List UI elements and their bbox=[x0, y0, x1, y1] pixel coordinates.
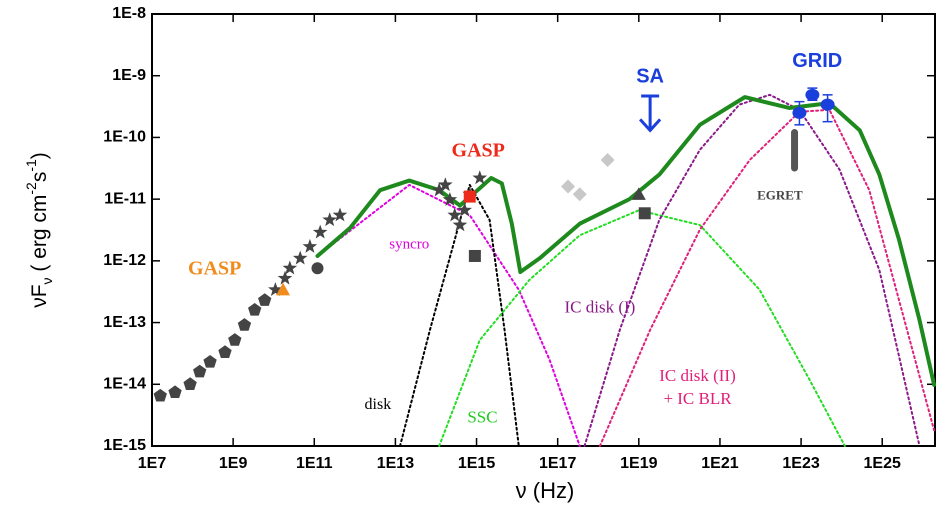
component-curve bbox=[598, 108, 936, 447]
y-tick-label: 1E-10 bbox=[103, 129, 146, 146]
y-tick-label: 1E-11 bbox=[104, 190, 146, 207]
y-label-part: -2 bbox=[23, 182, 39, 195]
data-point bbox=[332, 207, 348, 222]
data-point bbox=[218, 345, 232, 358]
y-label-part: s bbox=[28, 172, 51, 183]
data-point bbox=[442, 191, 458, 206]
x-tick-label: 1E17 bbox=[539, 455, 576, 472]
annotation: SSC bbox=[467, 407, 497, 426]
arrow-head bbox=[639, 118, 662, 133]
y-tick-label: 1E-8 bbox=[112, 5, 146, 22]
annotation: GASP bbox=[452, 140, 505, 162]
data-point bbox=[311, 262, 324, 275]
data-point bbox=[820, 98, 835, 111]
data-point bbox=[638, 207, 651, 220]
data-point bbox=[248, 302, 262, 316]
data-point bbox=[468, 249, 481, 262]
annotation: GRID bbox=[792, 50, 842, 72]
annotation: syncro bbox=[389, 237, 429, 253]
data-point bbox=[183, 377, 197, 390]
data-point bbox=[312, 224, 328, 239]
x-tick-label: 1E21 bbox=[701, 455, 738, 472]
data-point bbox=[268, 282, 283, 297]
annotation: IC disk (II) bbox=[659, 366, 735, 385]
component-curve bbox=[438, 209, 846, 447]
x-tick-label: 1E23 bbox=[782, 455, 819, 472]
annotation: IC disk (I) bbox=[565, 297, 636, 316]
annotation: disk bbox=[365, 396, 392, 413]
annotation: EGRET bbox=[757, 188, 803, 203]
data-point bbox=[561, 179, 576, 194]
component-curve bbox=[399, 183, 520, 447]
y-label-part: ν bbox=[39, 277, 55, 284]
y-axis-label: νFν ( erg cm-2s-1) bbox=[23, 152, 55, 308]
data-point bbox=[292, 250, 308, 265]
data-point bbox=[203, 354, 217, 368]
data-point bbox=[631, 187, 646, 200]
x-tick-label: 1E19 bbox=[620, 455, 657, 472]
data-point bbox=[276, 282, 291, 296]
data-point bbox=[228, 333, 242, 346]
x-tick-label: 1E13 bbox=[377, 455, 414, 472]
data-point bbox=[237, 318, 252, 331]
data-point bbox=[457, 202, 473, 217]
component-curve bbox=[316, 183, 581, 447]
data-point bbox=[472, 170, 488, 185]
x-tick-label: 1E25 bbox=[864, 455, 901, 472]
data-point bbox=[572, 187, 587, 202]
data-point bbox=[153, 388, 167, 402]
x-tick-label: 1E7 bbox=[138, 455, 167, 472]
plot-frame bbox=[151, 13, 936, 447]
x-tick-label: 1E15 bbox=[458, 455, 495, 472]
data-point bbox=[452, 217, 468, 232]
y-label-part: ) bbox=[28, 152, 51, 159]
data-point bbox=[438, 177, 453, 192]
data-point bbox=[258, 293, 272, 306]
data-point bbox=[302, 238, 318, 253]
y-label-part: ( erg cm bbox=[28, 195, 51, 278]
annotation: GASP bbox=[188, 258, 241, 280]
y-tick-label: 1E-9 bbox=[112, 67, 146, 84]
data-point bbox=[168, 385, 182, 399]
data-point bbox=[322, 212, 338, 227]
data-point bbox=[463, 190, 476, 203]
annotation: SA bbox=[636, 65, 664, 87]
data-point bbox=[805, 88, 820, 101]
annotation: + IC BLR bbox=[663, 389, 732, 408]
data-point bbox=[600, 153, 615, 168]
data-point bbox=[431, 182, 447, 197]
data-point bbox=[792, 106, 807, 119]
x-tick-label: 1E9 bbox=[219, 455, 248, 472]
data-point bbox=[282, 260, 298, 275]
y-tick-label: 1E-12 bbox=[103, 252, 146, 269]
data-point bbox=[447, 207, 463, 222]
y-tick-label: 1E-14 bbox=[103, 376, 146, 393]
x-axis-label: ν (Hz) bbox=[516, 478, 575, 503]
y-label-part: νF bbox=[28, 284, 51, 307]
x-tick-label: 1E11 bbox=[296, 455, 333, 472]
y-label-part: -1 bbox=[23, 159, 39, 172]
y-tick-label: 1E-13 bbox=[103, 314, 146, 331]
data-point bbox=[277, 270, 293, 285]
y-tick-label: 1E-15 bbox=[103, 437, 146, 454]
data-point bbox=[193, 364, 207, 378]
